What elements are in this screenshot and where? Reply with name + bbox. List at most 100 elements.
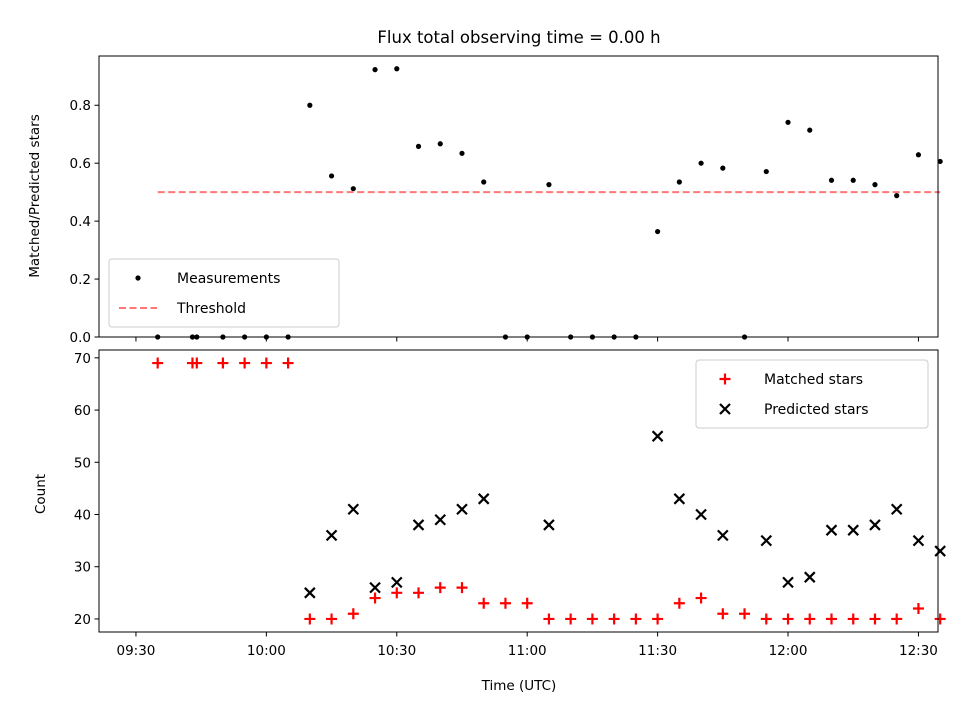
matched-stars-point (869, 613, 881, 625)
matched-stars-point (912, 603, 924, 614)
measurements-point (807, 127, 813, 133)
matched-stars-point (391, 587, 403, 599)
ratio-plot-frame (98, 55, 939, 338)
predicted-stars-point (825, 524, 838, 536)
count-panel: 20 30 40 50 60 70 09:30 10:00 10:30 11:00 11:30 12… (33, 349, 946, 659)
y-tick-label: 40 (74, 508, 91, 524)
predicted-stars-point (847, 524, 860, 536)
measurements-point (894, 193, 900, 199)
matched-stars-point (673, 597, 685, 609)
predicted-stars-point (869, 519, 881, 531)
matched-stars-point (413, 587, 425, 599)
predicted-stars-point (434, 513, 447, 526)
y-tick-label: 70 (74, 351, 91, 367)
measurements-point (459, 150, 465, 156)
matched-stars-point (369, 592, 381, 604)
predicted-stars-point (325, 529, 338, 542)
count-legend: Matched stars Predicted stars (695, 359, 929, 429)
y-tick-label: 0.4 (70, 214, 91, 230)
legend-box (108, 258, 340, 328)
ratio-panel: 0.00.20.40.60.8 Matched/Predicted stars … (27, 55, 943, 346)
matched-stars-point (652, 613, 664, 625)
ratio-legend: Measurements Threshold (108, 258, 340, 328)
predicted-stars-point (347, 503, 360, 516)
predicted-stars-point (651, 430, 664, 442)
matched-stars-point (282, 357, 294, 369)
y-tick-label: 20 (74, 612, 91, 628)
y-tick-label: 0.6 (70, 156, 91, 172)
predicted-stars-point (717, 529, 729, 542)
predicted-stars-point (369, 581, 381, 594)
matched-stars-point (739, 608, 751, 620)
measurements-point (437, 141, 443, 147)
predicted-stars-point (456, 503, 468, 516)
predicted-stars-point (673, 493, 686, 505)
y-tick-label: 0.8 (70, 98, 91, 114)
matched-stars-point (434, 582, 446, 594)
measurements-point (937, 158, 943, 165)
measurements-point (415, 143, 422, 149)
x-tick-label: 11:00 (508, 643, 547, 659)
predicted-stars-point (543, 519, 555, 531)
chart-title: Flux total observing time = 0.00 h (377, 28, 660, 47)
predicted-stars-point (803, 571, 816, 583)
matched-stars-point (586, 613, 598, 625)
matched-stars-point (891, 613, 903, 625)
y-tick-label: 0.2 (70, 272, 91, 288)
legend-label: Measurements (177, 271, 280, 287)
predicted-stars-point (890, 503, 903, 516)
predicted-stars-point (412, 519, 425, 531)
matched-stars-point (456, 582, 468, 594)
matched-stars-point (521, 597, 533, 609)
legend-label: Predicted stars (764, 402, 869, 418)
measurements-point (676, 179, 682, 185)
predicted-stars-point (695, 508, 707, 521)
measurements-point (915, 152, 922, 158)
measurements-point (828, 177, 835, 183)
y-tick-label: 0.0 (70, 330, 91, 346)
measurements-point (372, 67, 378, 73)
measurements-point (785, 119, 791, 125)
predicted-stars-point (934, 545, 946, 557)
x-axis-label: Time (UTC) (481, 678, 557, 694)
matched-stars-point (782, 613, 794, 625)
measurements-point (763, 168, 769, 175)
measurements-point (307, 102, 313, 108)
predicted-stars-point (304, 587, 316, 599)
measurements-point (394, 66, 400, 72)
matched-stars-point (934, 613, 946, 625)
measurements-point (546, 182, 552, 188)
count-y-axis-label: Count (33, 474, 49, 514)
x-tick-label: 12:00 (769, 643, 808, 659)
matched-stars-point (304, 613, 316, 625)
legend-label: Matched stars (764, 372, 863, 388)
matched-stars-point (260, 357, 272, 369)
predicted-stars-point (782, 576, 794, 589)
matched-stars-point (478, 597, 490, 609)
measurements-point (481, 179, 487, 185)
legend-key-measurements (135, 275, 141, 281)
measurements-point (350, 186, 356, 192)
x-tick-label: 09:30 (116, 643, 155, 659)
legend-key-predicted-stars (719, 403, 731, 415)
matched-stars-point (804, 613, 816, 625)
x-tick-label: 12:30 (899, 643, 938, 659)
matched-stars-point (499, 597, 511, 609)
predicted-stars-point (912, 534, 925, 547)
matched-stars-point (191, 357, 203, 369)
matched-stars-point (717, 608, 729, 620)
matched-stars-point (760, 613, 772, 625)
matched-stars-point (217, 357, 229, 369)
legend-key-matched-stars (719, 373, 731, 385)
measurements-point (872, 182, 878, 188)
legend-box (695, 359, 929, 429)
y-tick-label: 50 (74, 455, 91, 471)
x-tick-label: 10:00 (247, 643, 286, 659)
predicted-stars-point (477, 493, 490, 505)
matched-stars-point (847, 613, 859, 625)
legend-label: Threshold (176, 301, 246, 317)
matched-stars-point (347, 608, 359, 620)
matched-stars-point (825, 613, 837, 625)
x-tick-label: 10:30 (377, 643, 416, 659)
